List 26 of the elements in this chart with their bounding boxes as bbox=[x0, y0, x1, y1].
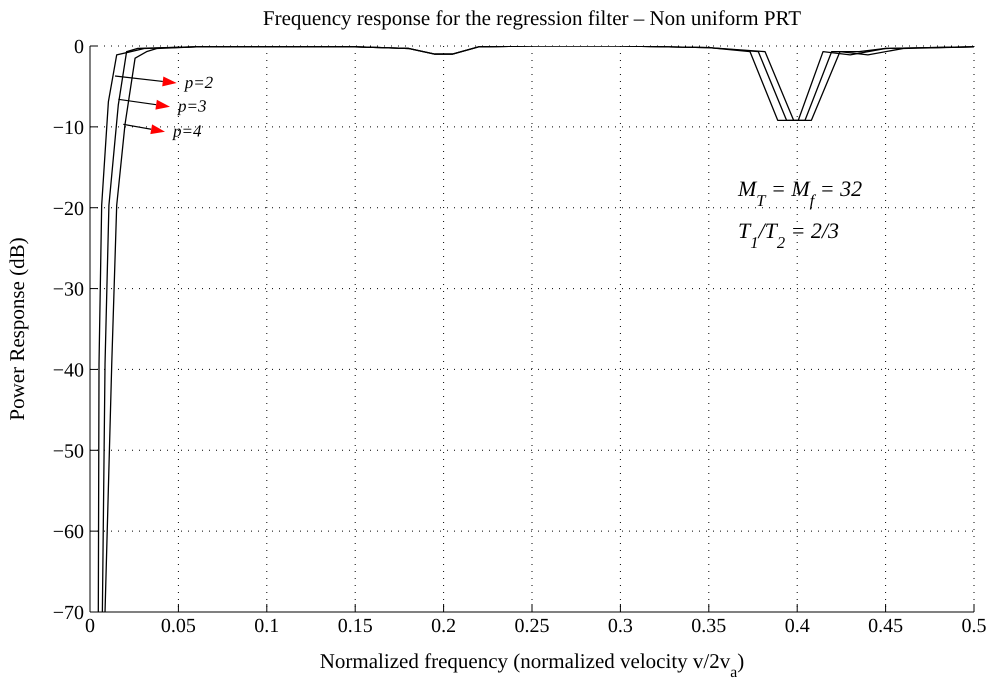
y-tick-label: −40 bbox=[52, 360, 84, 382]
x-tick-label: 0.4 bbox=[784, 615, 810, 638]
y-tick-label: −30 bbox=[52, 278, 84, 301]
x-tick-label: 0.05 bbox=[160, 615, 196, 638]
x-tick-label: 0.1 bbox=[254, 615, 280, 638]
x-tick-label: 0.15 bbox=[338, 615, 373, 638]
annotation: p=2 bbox=[184, 73, 214, 92]
annotation: T$_{1}$/T$_{2}$ = 2/3 bbox=[738, 218, 840, 252]
x-tick-label: 0.45 bbox=[868, 615, 904, 638]
annotation: p=3 bbox=[177, 96, 206, 116]
x-tick-label: 0.2 bbox=[431, 615, 456, 638]
x-tick-label: 0.5 bbox=[962, 615, 986, 638]
chart-title: Frequency response for the regression filter – Non uniform PRT bbox=[262, 6, 802, 30]
annotation: M$_{T}$ = M$_{f}$ = 32 bbox=[736, 176, 862, 210]
y-tick-label: −20 bbox=[52, 198, 84, 220]
y-tick-label: −50 bbox=[52, 440, 84, 462]
x-tick-label: 0.35 bbox=[691, 615, 726, 638]
y-axis-title: Power Response (dB) bbox=[5, 237, 29, 421]
x-tick-label: 0.3 bbox=[608, 615, 633, 638]
annotation: p=4 bbox=[172, 122, 202, 141]
y-tick-label: 0 bbox=[74, 36, 84, 58]
y-tick-label: −60 bbox=[52, 521, 84, 544]
x-tick-label: 0.25 bbox=[514, 615, 550, 638]
x-axis-title: Normalized frequency (normalized velocity v/2v$_{a}$) bbox=[320, 649, 744, 680]
y-tick-label: −10 bbox=[52, 116, 84, 139]
y-tick-label: −70 bbox=[52, 602, 84, 624]
